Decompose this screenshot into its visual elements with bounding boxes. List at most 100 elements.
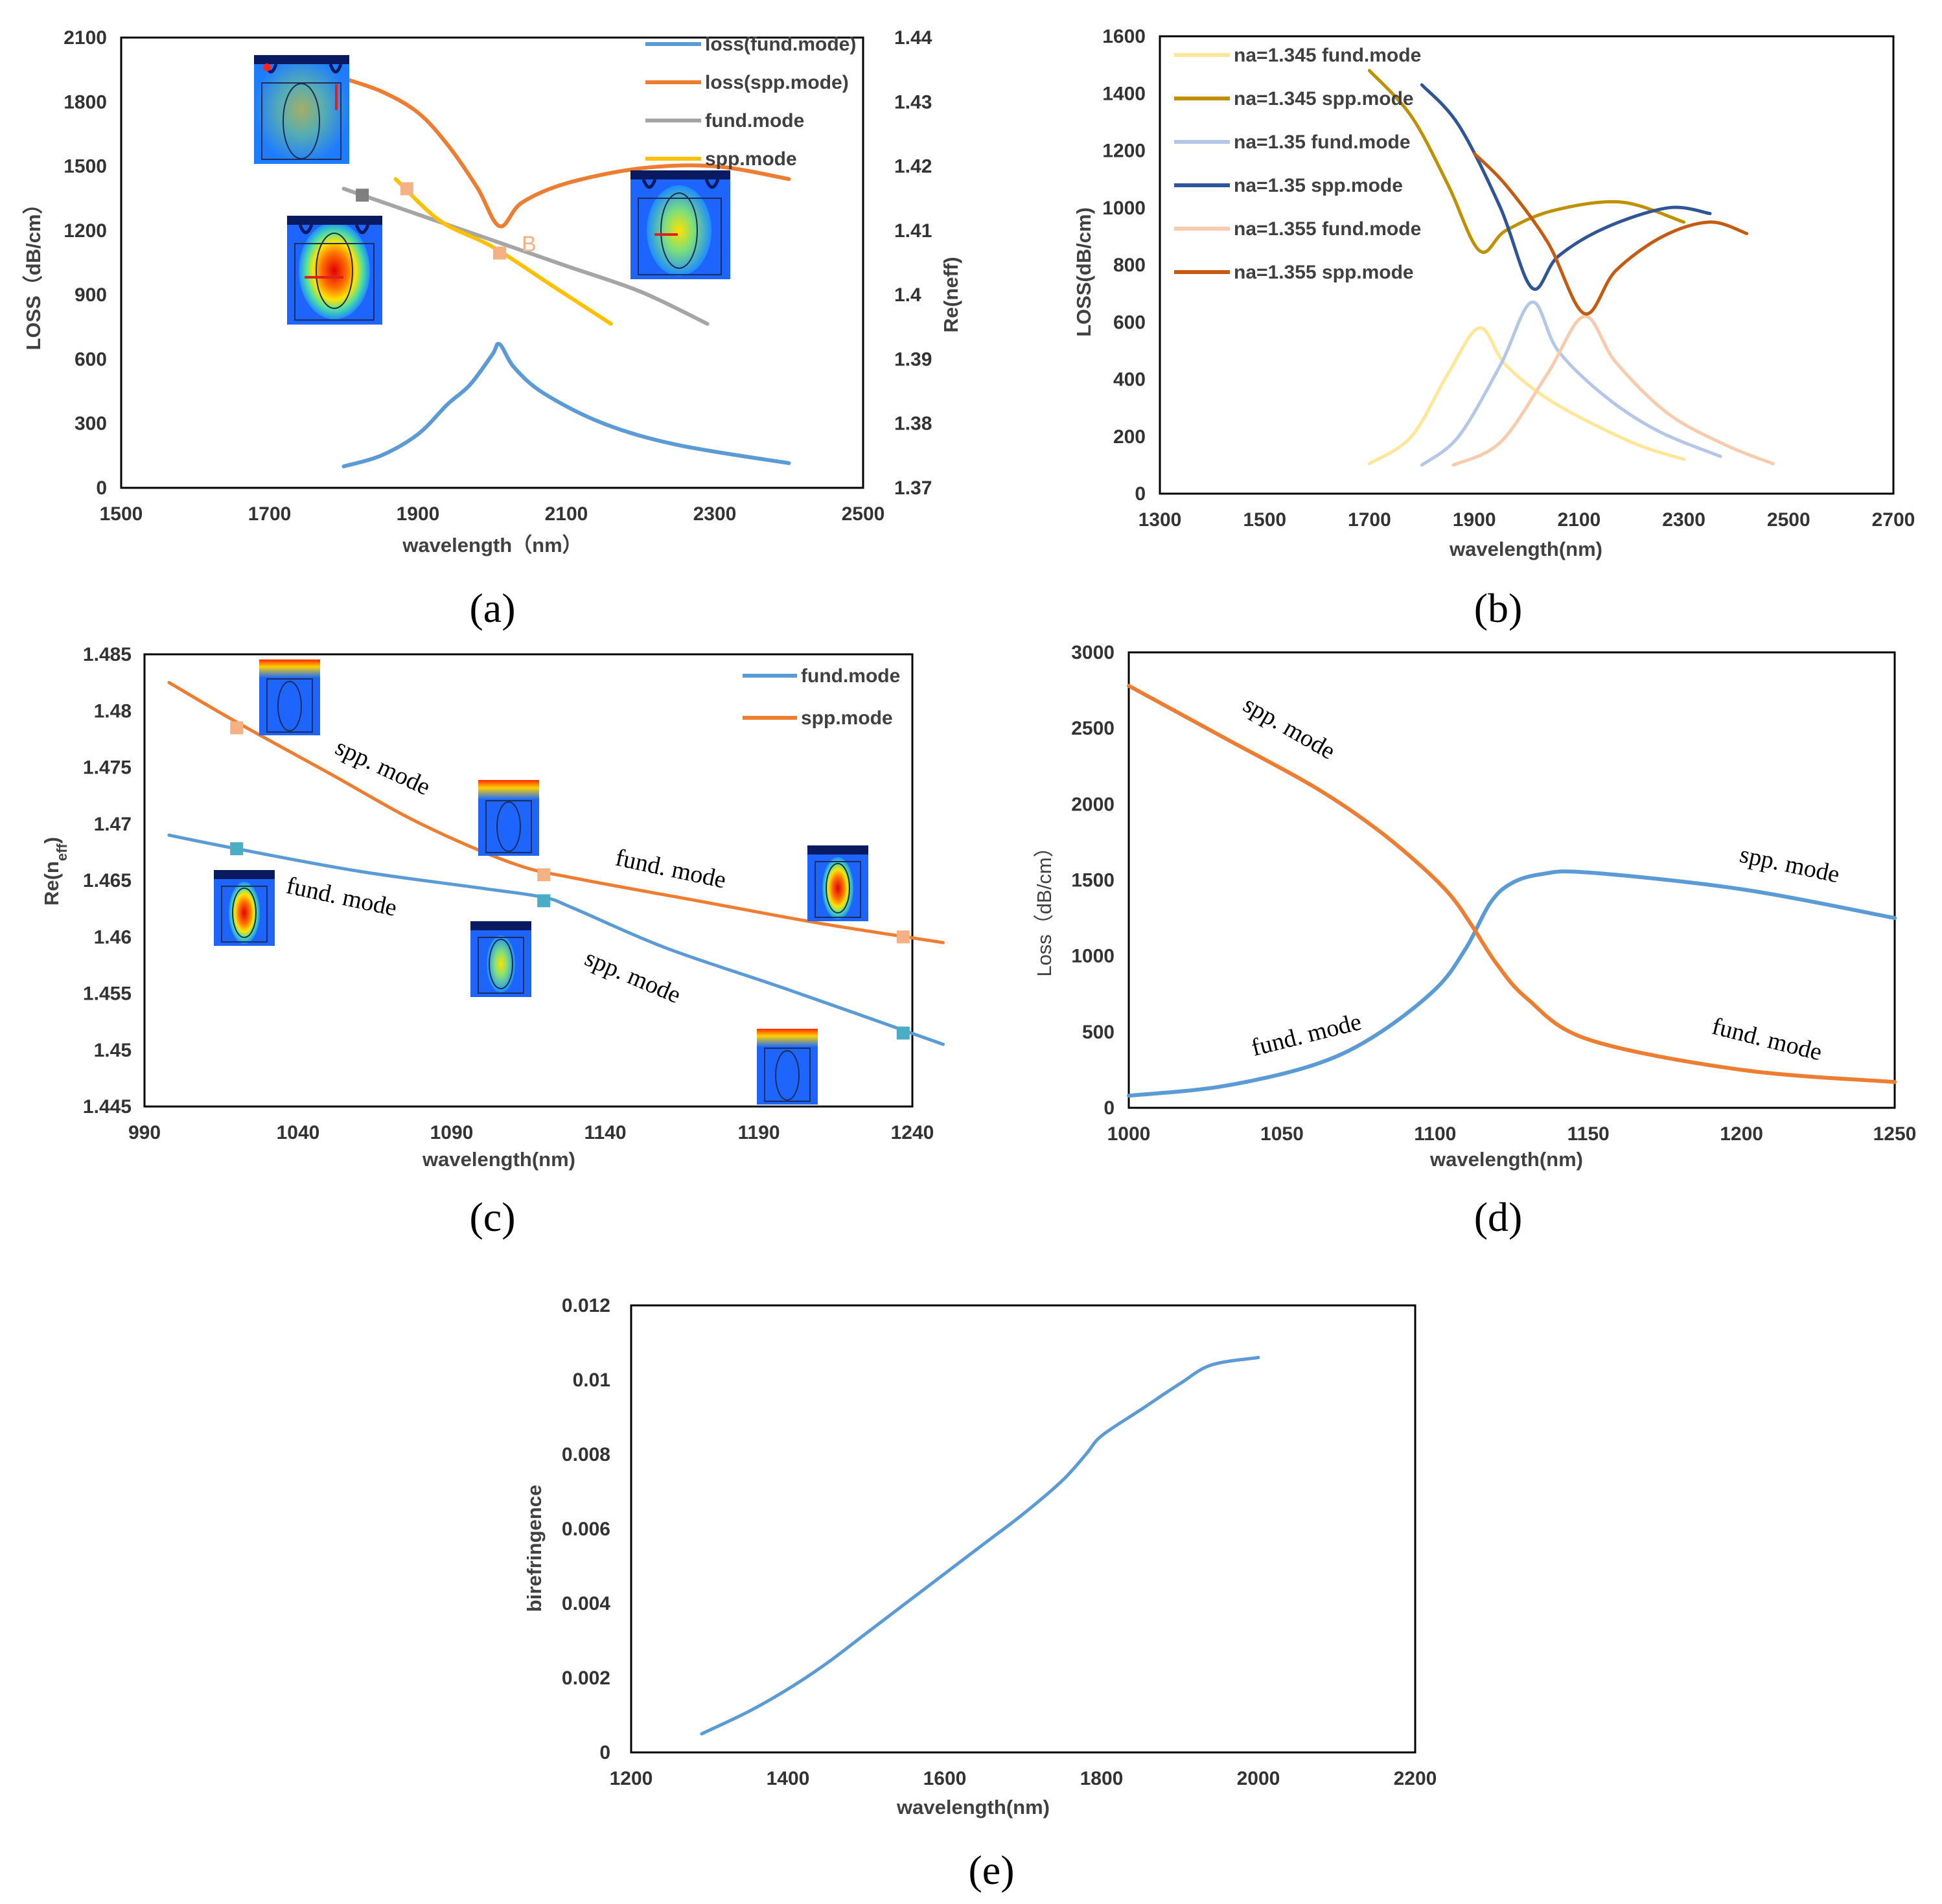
data-marker-c-3 xyxy=(230,721,244,735)
series-line-b-5 xyxy=(1472,152,1749,316)
y-tick-label: 2500 xyxy=(1071,718,1115,739)
legend-entry: na=1.355 fund.mode xyxy=(1234,218,1421,240)
x-axis-title-a: wavelength（nm） xyxy=(402,534,582,556)
y-tick-label: 1.48 xyxy=(94,700,132,722)
panel-d: 1000 1050 1100 1150 1200 1250 0 500 1000 1500 2000… xyxy=(1033,642,1916,1240)
series-line-a-0 xyxy=(341,341,791,468)
panel-a: 1500 1700 1900 2100 2300 2500 0 300 600 900 1200 15… xyxy=(22,27,962,631)
legend-entry: na=1.35 spp.mode xyxy=(1234,175,1403,196)
x-tick-label: 1900 xyxy=(397,503,440,525)
y-tick-label: 0.004 xyxy=(562,1593,610,1614)
y-tick-label: 600 xyxy=(75,349,107,370)
x-tick-label: 1300 xyxy=(1139,509,1182,531)
y-tick-label: 400 xyxy=(1113,369,1146,391)
x-tick-label: 2500 xyxy=(842,503,885,525)
data-marker-c-5 xyxy=(896,930,910,944)
y2-tick-label: 1.44 xyxy=(894,27,932,49)
y-tick-label: 1.465 xyxy=(83,870,132,891)
panel-label-c: (c) xyxy=(469,1194,515,1240)
y-tick-label: 1600 xyxy=(1102,26,1146,47)
x-tick-label: 1900 xyxy=(1453,509,1496,531)
plot-frame-d xyxy=(1127,651,1896,1109)
legend-entry: loss(spp.mode) xyxy=(705,72,849,93)
data-marker-c-4 xyxy=(537,868,551,882)
x-tick-label: 1500 xyxy=(1243,509,1286,531)
annotation-fund-mode-c1: fund. mode xyxy=(613,844,728,894)
series-line-a-1 xyxy=(334,74,791,229)
y2-tick-label: 1.37 xyxy=(894,477,932,499)
legend-entry: na=1.345 fund.mode xyxy=(1234,45,1421,66)
x-tick-label: 1800 xyxy=(1080,1768,1124,1789)
y2-tick-label: 1.39 xyxy=(894,349,932,370)
y-tick-label: 0.012 xyxy=(562,1295,610,1316)
mode-inset-c6 xyxy=(757,1029,818,1105)
y-tick-label: 1200 xyxy=(64,220,107,242)
legend-entry: na=1.355 spp.mode xyxy=(1234,262,1414,283)
y-tick-label: 1.485 xyxy=(83,644,132,665)
x-tick-label: 2000 xyxy=(1237,1768,1280,1789)
y2-axis-title-a: Re(neff) xyxy=(940,257,962,332)
data-marker-c-1 xyxy=(537,894,551,908)
mode-inset-c1 xyxy=(259,660,320,735)
y-tick-label: 800 xyxy=(1113,255,1146,276)
series-line-c-1 xyxy=(167,681,945,945)
mode-inset-c2 xyxy=(478,780,539,856)
legend-entry: fund.mode xyxy=(705,110,804,132)
mode-inset-c3 xyxy=(807,845,868,921)
y-tick-label: 500 xyxy=(1082,1022,1115,1043)
legend-entry: fund.mode xyxy=(801,665,900,687)
x-tick-label: 2300 xyxy=(1662,509,1705,531)
y-tick-label: 1.47 xyxy=(94,814,132,835)
panel-b: 1300 1500 1700 1900 2100 2300 2500 2700 0 200 400 6… xyxy=(1072,26,1915,631)
x-tick-label: 2100 xyxy=(545,503,588,525)
x-tick-label: 2200 xyxy=(1394,1768,1437,1789)
legend-entry: spp.mode xyxy=(801,707,893,729)
x-tick-label: 1140 xyxy=(584,1122,626,1143)
panel-label-a: (a) xyxy=(469,585,515,631)
x-tick-label: 1700 xyxy=(248,503,292,525)
annotation-b: B xyxy=(522,232,537,257)
y-tick-label: 0 xyxy=(1104,1097,1115,1119)
x-tick-label: 1090 xyxy=(430,1122,474,1143)
series-line-e-0 xyxy=(700,1356,1260,1736)
y-tick-label: 0.002 xyxy=(562,1668,610,1689)
y-tick-label: 2100 xyxy=(64,27,107,49)
x-tick-label: 990 xyxy=(128,1122,161,1143)
x-tick-label: 1600 xyxy=(923,1768,967,1789)
panel-c: 990 1040 1090 1140 1190 1240 1.445 1.45 1.455 1.4… xyxy=(40,644,945,1240)
y-tick-label: 1000 xyxy=(1071,946,1115,967)
y-axis-title-b: LOSS(dB/cm) xyxy=(1072,207,1095,337)
y-axis-title-d: Loss（dB/cm） xyxy=(1033,837,1056,976)
y2-tick-label: 1.38 xyxy=(894,413,932,435)
y2-tick-label: 1.4 xyxy=(894,284,921,306)
y-tick-label: 900 xyxy=(75,284,107,306)
y-tick-label: 600 xyxy=(1113,312,1146,333)
panel-label-b: (b) xyxy=(1474,585,1523,631)
series-line-a-2 xyxy=(341,187,710,326)
plot-frame-e xyxy=(630,1304,1416,1754)
y2-tick-label: 1.41 xyxy=(894,220,932,242)
x-axis-title-d: wavelength(nm) xyxy=(1429,1148,1583,1171)
y2-tick-label: 1.43 xyxy=(894,91,932,113)
x-axis-title-e: wavelength(nm) xyxy=(896,1796,1050,1818)
series-line-b-2 xyxy=(1420,300,1722,467)
x-tick-label: 1100 xyxy=(1414,1123,1456,1145)
annotation-fund-mode-c2: fund. mode xyxy=(284,872,399,922)
data-marker-a-1 xyxy=(400,182,413,196)
x-tick-label: 1000 xyxy=(1107,1123,1151,1145)
y-tick-label: 1.445 xyxy=(83,1096,132,1118)
mode-inset-c4 xyxy=(214,870,275,946)
x-tick-label: 1200 xyxy=(1720,1123,1763,1145)
y-tick-label: 0.01 xyxy=(573,1370,610,1391)
y-tick-label: 1200 xyxy=(1102,141,1146,162)
y-tick-label: 1.475 xyxy=(83,757,132,779)
y-tick-label: 0.006 xyxy=(562,1519,610,1540)
x-tick-label: 1500 xyxy=(100,503,143,525)
x-tick-label: 1700 xyxy=(1348,509,1391,531)
y-axis-title-a: LOSS（dB/cm） xyxy=(22,194,45,350)
x-tick-label: 1040 xyxy=(277,1122,320,1143)
mode-inset-a2 xyxy=(287,216,382,325)
plot-frame-c xyxy=(143,653,914,1108)
x-tick-label: 1190 xyxy=(737,1122,780,1143)
series-line-d-0 xyxy=(1127,869,1897,1098)
